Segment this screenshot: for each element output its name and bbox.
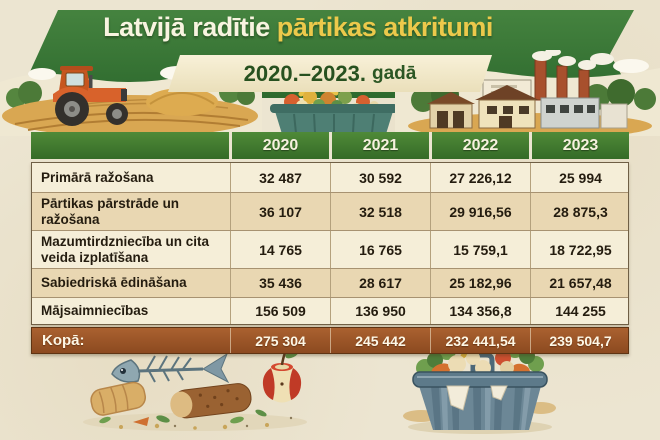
cell-value: 18 722,95 <box>530 231 630 269</box>
header-year-2020: 2020 <box>229 132 329 159</box>
row-label: Mājsaimniecības <box>41 303 149 319</box>
cell-value: 32 487 <box>230 163 330 192</box>
factory-icon <box>427 50 628 129</box>
total-value: 245 442 <box>330 328 430 354</box>
cell-value: 15 759,1 <box>430 231 530 269</box>
table-row: Mājsaimniecības 156 509 136 950 134 356,… <box>32 297 630 325</box>
subtitle-years: 2020.–2023. <box>243 60 366 86</box>
total-label: Kopā: <box>42 332 85 350</box>
cell-value: 25 182,96 <box>430 269 530 298</box>
subtitle-banner: 2020.–2023. gadā <box>168 55 492 92</box>
page-title: Latvijā radītie pārtikas atkritumi <box>0 12 596 43</box>
cell-value: 27 226,12 <box>430 163 530 192</box>
table-row: Mazumtirdzniecība un cita veida izplatīš… <box>32 230 630 269</box>
cell-value: 156 509 <box>230 298 330 325</box>
bread-piece-icon <box>90 381 147 416</box>
waste-data-table: 2020 2021 2022 2023 Primārā ražošana 32 … <box>31 132 630 355</box>
row-label: Mazumtirdzniecība un cita veida izplatīš… <box>41 234 210 265</box>
total-value: 275 304 <box>230 328 330 354</box>
total-value: 232 441,54 <box>430 328 530 354</box>
header-year-2021: 2021 <box>329 132 429 159</box>
cell-value: 16 765 <box>330 231 430 269</box>
title-part1: Latvijā radītie <box>103 12 270 42</box>
cell-value: 29 916,56 <box>430 193 530 231</box>
table-header-row: 2020 2021 2022 2023 <box>31 132 629 159</box>
cell-value: 28 617 <box>330 269 430 298</box>
table-total-row: Kopā: 275 304 245 442 232 441,54 239 504… <box>31 327 630 355</box>
cloth <box>446 385 470 411</box>
cell-value: 28 875,3 <box>530 193 630 231</box>
cell-value: 30 592 <box>330 163 430 192</box>
bread-loaf-icon <box>170 383 252 419</box>
row-label: Sabiedriskā ēdināšana <box>41 275 187 291</box>
cell-value: 21 657,48 <box>530 269 630 298</box>
subtitle-suffix: gadā <box>371 62 417 84</box>
table-row: Pārtikas pārstrāde un ražošana 36 107 32… <box>32 192 630 231</box>
cell-value: 144 255 <box>530 298 630 325</box>
title-part2: pārtikas atkritumi <box>276 12 494 42</box>
bin-rim <box>412 371 548 388</box>
table-row: Primārā ražošana 32 487 30 592 27 226,12… <box>32 163 628 192</box>
header-empty-cell <box>31 132 229 159</box>
cell-value: 136 950 <box>330 298 430 325</box>
cell-value: 14 765 <box>230 231 330 269</box>
tractor-icon <box>53 66 128 126</box>
fish-skeleton-icon <box>111 352 230 384</box>
food-waste-basket-illustration <box>270 86 398 134</box>
row-label: Primārā ražošana <box>41 169 154 185</box>
cell-value: 32 518 <box>330 193 430 231</box>
tractor-field-illustration <box>0 66 262 136</box>
cell-value: 25 994 <box>530 163 630 192</box>
total-value: 239 504,7 <box>530 328 630 354</box>
row-label: Pārtikas pārstrāde un ražošana <box>41 196 180 227</box>
cell-value: 134 356,8 <box>430 298 530 325</box>
table-row: Sabiedriskā ēdināšana 35 436 28 617 25 1… <box>32 268 630 298</box>
header-year-2023: 2023 <box>529 132 629 159</box>
food-scraps-illustration <box>83 349 307 431</box>
header-year-2022: 2022 <box>429 132 529 159</box>
scrap-bits <box>99 409 293 430</box>
cell-value: 36 107 <box>230 193 330 231</box>
apple-core-icon <box>262 349 302 403</box>
table-body: Primārā ražošana 32 487 30 592 27 226,12… <box>31 162 630 326</box>
cell-value: 35 436 <box>230 269 330 298</box>
